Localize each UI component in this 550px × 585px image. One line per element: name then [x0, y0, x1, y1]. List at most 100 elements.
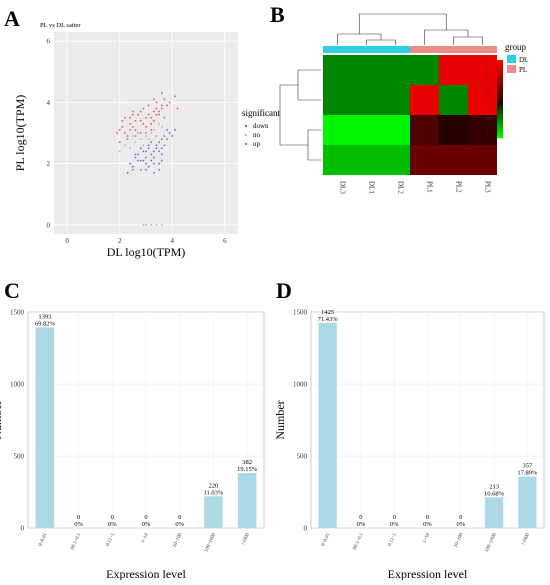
- scatter-point-down: [171, 135, 174, 137]
- scatter-point-no: [131, 135, 134, 137]
- scatter-point-up: [129, 122, 132, 125]
- scatter-legend-label: no: [253, 131, 261, 139]
- bar-d-bar-count-label: 213: [489, 483, 499, 490]
- bar-c-category-label: 1~10: [141, 532, 150, 544]
- bar-d-bar-percent-label: 0%: [423, 521, 432, 528]
- color-scale-step: [497, 89, 503, 92]
- scatter-point-down: [145, 156, 147, 159]
- color-scale-step: [497, 99, 503, 102]
- color-scale-step: [497, 73, 503, 76]
- scatter-point-up: [160, 104, 163, 107]
- scatter-point-no: [124, 144, 126, 147]
- group-legend-title: group: [505, 42, 526, 52]
- color-scale-step: [497, 83, 503, 86]
- bar-d-bar-percent-label: 0%: [456, 521, 465, 528]
- scatter-point-down: [150, 159, 153, 162]
- heatmap-cell: [323, 85, 352, 115]
- bar-c-bar: [237, 472, 257, 528]
- scatter-point-up: [118, 129, 121, 131]
- color-scale-step: [497, 104, 503, 108]
- scatter-point-down: [158, 168, 161, 171]
- panel-letter-a: A: [4, 6, 20, 31]
- bar-d-category-label: 100~1000: [485, 532, 498, 553]
- color-scale-step: [497, 134, 503, 137]
- scatter-point-up: [152, 119, 155, 122]
- scatter-x-tick-label: 4: [171, 237, 175, 245]
- scatter-point-down: [158, 162, 161, 165]
- scatter-points: [116, 92, 179, 226]
- scatter-point-up: [137, 113, 140, 116]
- heatmap-panel: DL3 DL1 DL2 PL1 PL2 PL3 1.5 1 0.5 0 -0.5 -1 group …: [279, 13, 528, 194]
- heatmap-column-label: DL2: [397, 181, 405, 194]
- bar-c-y-tick-label: 1500: [10, 309, 25, 317]
- color-scale-tick-label: 1.5: [485, 62, 492, 67]
- bar-c-y-tick-label: 0: [21, 525, 25, 533]
- scatter-point-down: [160, 138, 163, 141]
- scatter-point-down: [147, 165, 150, 168]
- panel-letter-b: B: [270, 2, 285, 27]
- scatter-point-down: [145, 162, 147, 165]
- scatter-point-down: [137, 153, 140, 156]
- scatter-point-up: [145, 116, 147, 119]
- bar-d-category-label: 1~10: [422, 532, 431, 544]
- color-scale-step: [497, 118, 503, 121]
- bar-d-category-label: >1000: [521, 532, 531, 546]
- scatter-point-up: [160, 107, 163, 110]
- bar-d-bar-percent-label: 10.68%: [484, 490, 505, 497]
- scatter-point-up: [150, 122, 153, 125]
- color-scale-tick-label: 0: [485, 104, 488, 109]
- scatter-point-up: [121, 125, 124, 128]
- group-cell-DL: [381, 46, 410, 53]
- bar-c-category-label: 100~1000: [204, 532, 217, 553]
- scatter-point-up: [131, 113, 134, 116]
- color-scale-step: [497, 67, 503, 71]
- scatter-point-up: [129, 116, 132, 119]
- scatter-point-no: [118, 150, 121, 153]
- dendrogram-branch: [424, 29, 469, 45]
- group-legend-label: DL: [519, 56, 528, 64]
- scatter-legend-label: down: [253, 122, 269, 130]
- scatter-point-down: [160, 159, 163, 162]
- heatmap-cell: [439, 145, 468, 175]
- bar-c-category-label: 0.11~1: [106, 532, 117, 547]
- heatmap-cell: [352, 85, 381, 115]
- scatter-point-no: [147, 138, 150, 141]
- bar-c-y-tick-label: 1000: [10, 381, 25, 389]
- group-legend-key-PL: [507, 65, 516, 73]
- scatter-point-down: [152, 156, 155, 159]
- color-scale-step: [497, 85, 503, 88]
- scatter-point-up: [124, 116, 126, 119]
- scatter-point-down: [174, 129, 176, 131]
- scatter-point-up: [131, 110, 134, 113]
- scatter-point-down: [139, 159, 142, 162]
- heatmap-cell: [381, 55, 410, 85]
- dendrogram-branch: [307, 129, 321, 161]
- bar-c-category-label: 0~0.01: [38, 532, 49, 547]
- bar-c-bar-count-label: 0: [178, 514, 181, 521]
- dendrogram-branch: [279, 84, 308, 146]
- color-scale-tick-label: -1: [485, 131, 490, 136]
- scatter-point-down: [131, 168, 134, 171]
- scatter-point-down: [129, 162, 132, 165]
- scatter-point-down: [158, 141, 161, 144]
- scatter-point-down: [147, 144, 150, 147]
- color-scale-step: [497, 91, 503, 94]
- heatmap-cell: [439, 115, 468, 145]
- heatmap-cell: [410, 145, 439, 175]
- color-scale: 1.5 1 0.5 0 -0.5 -1: [485, 60, 503, 139]
- scatter-ticks: 0 2 4 6 0 2 4 6: [47, 38, 228, 245]
- color-scale-step: [497, 124, 503, 127]
- scatter-point-down: [134, 153, 137, 156]
- scatter-point-up: [176, 107, 179, 110]
- scatter-point-up: [131, 125, 134, 128]
- heatmap-cell: [468, 115, 497, 145]
- heatmap-cell: [468, 55, 497, 85]
- scatter-point-up: [152, 98, 155, 101]
- scatter-y-tick-label: 0: [47, 221, 51, 229]
- group-cell-PL: [439, 46, 468, 53]
- bar-d-bar-percent-label: 71.43%: [318, 316, 339, 323]
- color-scale-step: [497, 63, 503, 67]
- heatmap-cell: [468, 145, 497, 175]
- scatter-point-down: [166, 138, 168, 141]
